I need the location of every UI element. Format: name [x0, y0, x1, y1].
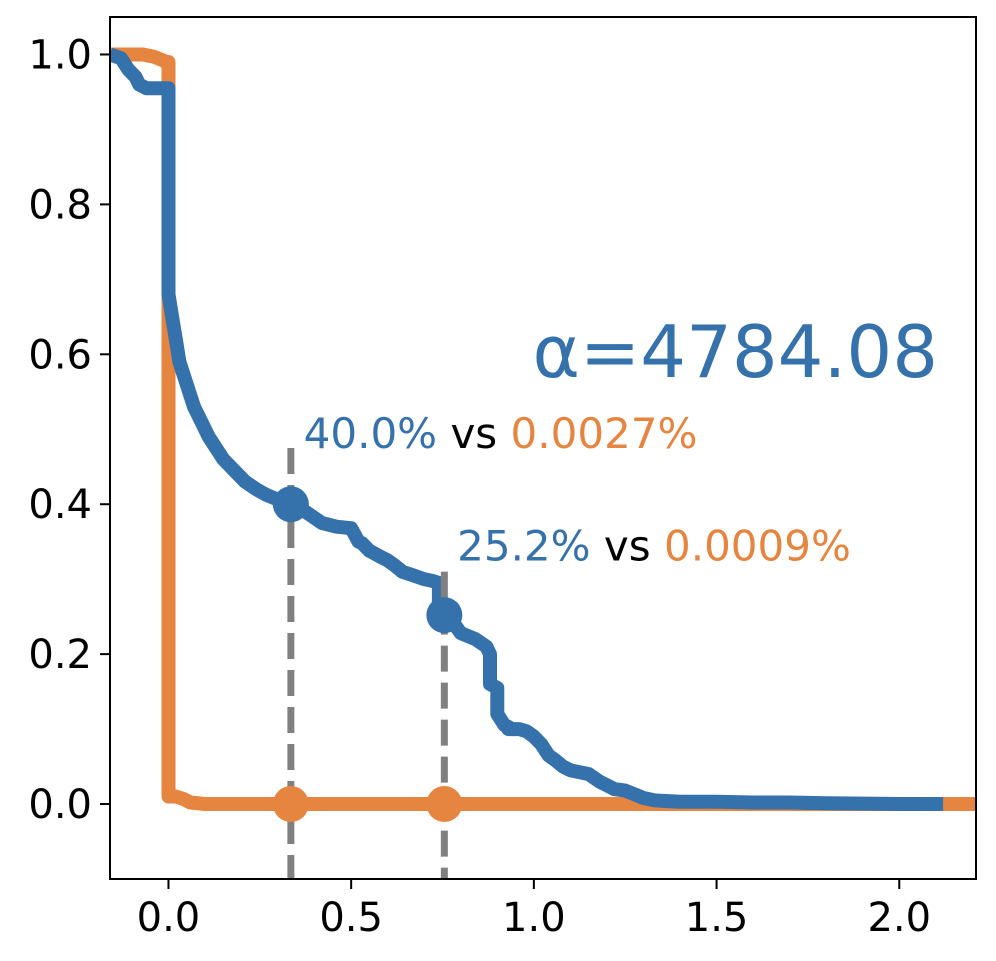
blue-marker-2 [426, 597, 463, 634]
orange-marker-4 [426, 786, 463, 823]
x-tick-label: 0.0 [137, 895, 201, 941]
marker-layer [272, 486, 463, 823]
x-tick-label: 0.5 [319, 895, 383, 941]
plot-frame [109, 16, 977, 880]
comparison-annotation-2: 25.2% vs 0.0009% [457, 521, 851, 570]
alpha-label: α=4784.08 [532, 310, 938, 394]
axis-ticks: 0.0 0.5 1.0 1.5 2.0 0.0 0.2 0.4 0.6 0.8 1.0 [28, 32, 931, 941]
series-layer [110, 47, 976, 811]
comparison-annotation-1: 40.0% vs 0.0027% [304, 409, 698, 458]
y-tick-label: 0.6 [28, 332, 92, 378]
blue-marker-1 [272, 486, 309, 523]
annotations: 40.0% vs 0.0027% 25.2% vs 0.0009% α=4784.0… [304, 310, 938, 571]
y-tick-label: 0.4 [28, 482, 92, 528]
y-tick-label: 0.0 [28, 782, 92, 828]
x-tick-label: 1.0 [502, 895, 566, 941]
y-tick-label: 0.2 [28, 632, 92, 678]
x-tick-label: 2.0 [867, 895, 931, 941]
x-tick-label: 1.5 [685, 895, 749, 941]
orange-series-line [110, 47, 976, 811]
blue-series-line [110, 47, 944, 811]
y-tick-label: 0.8 [28, 182, 92, 228]
y-tick-label: 1.0 [28, 32, 92, 78]
orange-marker-3 [272, 786, 309, 823]
